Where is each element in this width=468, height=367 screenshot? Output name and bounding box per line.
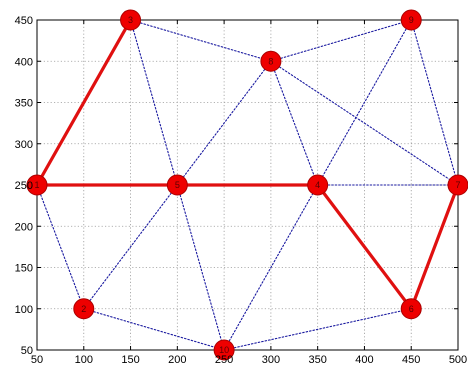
node-3 bbox=[120, 9, 142, 31]
y-tick-label-200: 200 bbox=[15, 221, 33, 233]
edge-10-4 bbox=[223, 184, 319, 351]
y-tick-label-150: 150 bbox=[15, 263, 33, 275]
x-tick-label-400: 400 bbox=[355, 354, 373, 366]
edge-5-10 bbox=[176, 184, 225, 351]
edge-6-7 bbox=[409, 183, 460, 311]
node-label-2: 2 bbox=[81, 304, 86, 314]
node-label-6: 6 bbox=[409, 304, 414, 314]
edge-8-4 bbox=[270, 60, 319, 186]
node-label-3: 3 bbox=[128, 15, 133, 25]
x-tick-label-200: 200 bbox=[168, 354, 186, 366]
node-label-5: 5 bbox=[175, 180, 180, 190]
node-6 bbox=[400, 298, 422, 320]
edge-2-5 bbox=[83, 184, 178, 310]
node-1 bbox=[26, 174, 48, 196]
edge-3-8 bbox=[130, 19, 272, 62]
y-tick-label-300: 300 bbox=[15, 139, 33, 151]
x-tick-label-500: 500 bbox=[449, 354, 467, 366]
edge-9-7 bbox=[410, 19, 459, 186]
edge-10-6 bbox=[223, 308, 412, 351]
node-9 bbox=[400, 9, 422, 31]
y-tick-label-100: 100 bbox=[15, 304, 33, 316]
x-tick-label-350: 350 bbox=[308, 354, 326, 366]
node-2 bbox=[73, 298, 95, 320]
y-tick-label-400: 400 bbox=[15, 56, 33, 68]
edge-9-4 bbox=[317, 19, 412, 186]
edge-2-10 bbox=[83, 308, 225, 351]
node-label-7: 7 bbox=[455, 180, 460, 190]
node-label-1: 1 bbox=[34, 180, 39, 190]
edge-3-5 bbox=[130, 19, 178, 186]
node-label-8: 8 bbox=[268, 56, 273, 66]
node-10 bbox=[213, 339, 235, 361]
x-tick-label-100: 100 bbox=[75, 354, 93, 366]
node-4 bbox=[307, 174, 329, 196]
y-tick-label-250: 250 bbox=[15, 180, 33, 192]
x-tick-label-150: 150 bbox=[121, 354, 139, 366]
edge-1-3 bbox=[35, 18, 133, 187]
edge-1-2 bbox=[36, 184, 85, 310]
edge-4-6 bbox=[316, 183, 413, 311]
y-tick-label-350: 350 bbox=[15, 98, 33, 110]
y-tick-label-50: 50 bbox=[21, 345, 33, 357]
x-tick-label-300: 300 bbox=[262, 354, 280, 366]
node-5 bbox=[166, 174, 188, 196]
node-label-10: 10 bbox=[219, 345, 229, 355]
x-tick-label-50: 50 bbox=[31, 354, 43, 366]
node-7 bbox=[447, 174, 468, 196]
x-tick-label-450: 450 bbox=[402, 354, 420, 366]
tick-layer: 50 100 150 200 250 300 350 400 450 500 50 100 150 200… bbox=[15, 15, 468, 366]
y-tick-label-450: 450 bbox=[15, 15, 33, 27]
edge-layer bbox=[35, 18, 460, 351]
node-layer: 1 2 3 4 5 6 7 8 9 10 bbox=[26, 9, 468, 361]
edge-8-7 bbox=[270, 60, 459, 186]
node-8 bbox=[260, 50, 282, 72]
node-label-9: 9 bbox=[409, 15, 414, 25]
edge-8-5 bbox=[176, 60, 272, 186]
x-tick-label-250: 250 bbox=[215, 354, 233, 366]
node-label-4: 4 bbox=[315, 180, 320, 190]
edge-8-9 bbox=[270, 19, 412, 62]
